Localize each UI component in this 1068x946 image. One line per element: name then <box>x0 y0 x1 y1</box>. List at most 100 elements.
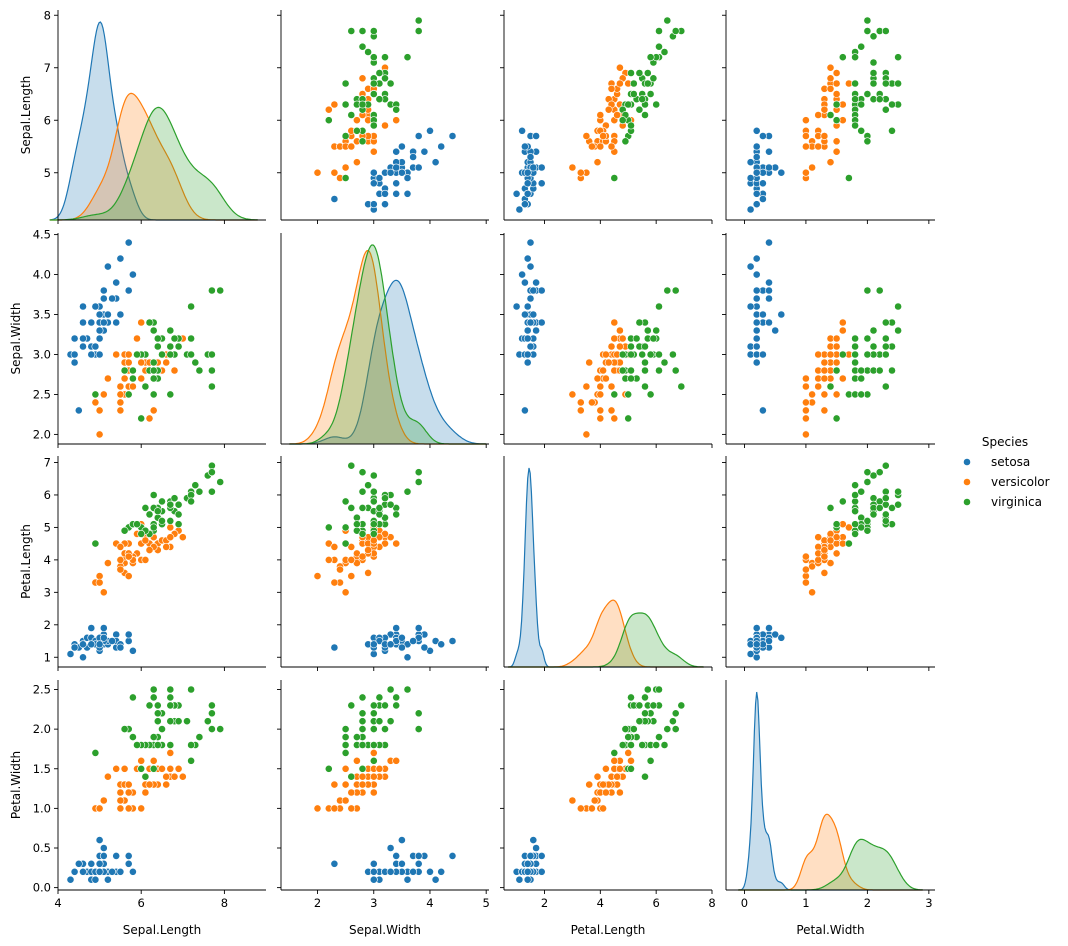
x-axis-title: Petal.Length <box>571 923 646 937</box>
point-setosa <box>95 859 104 868</box>
x-tick-label: 2 <box>541 896 548 910</box>
point-virginica <box>627 121 635 130</box>
point-setosa <box>70 350 79 359</box>
legend-marker-setosa <box>963 458 971 466</box>
point-versicolor <box>826 158 835 167</box>
point-setosa <box>746 262 755 271</box>
point-setosa <box>386 640 395 649</box>
y-tick-label: 6 <box>44 113 51 127</box>
point-virginica <box>635 717 644 726</box>
point-versicolor <box>133 334 141 343</box>
point-setosa <box>777 168 786 177</box>
point-setosa <box>99 286 108 295</box>
legend-label-setosa: setosa <box>991 455 1030 469</box>
point-setosa <box>746 205 755 214</box>
point-virginica <box>621 725 630 733</box>
point-virginica <box>832 100 841 109</box>
point-versicolor <box>618 334 627 343</box>
point-setosa <box>79 653 87 662</box>
point-setosa <box>381 200 389 209</box>
point-setosa <box>523 189 532 198</box>
point-virginica <box>369 121 378 130</box>
point-versicolor <box>112 764 121 773</box>
point-setosa <box>91 342 100 351</box>
point-virginica <box>869 69 878 77</box>
point-setosa <box>330 859 339 868</box>
point-setosa <box>381 189 389 198</box>
point-virginica <box>646 756 655 765</box>
point-virginica <box>392 693 401 702</box>
point-versicolor <box>381 121 389 130</box>
point-versicolor <box>341 163 350 172</box>
point-virginica <box>618 350 627 359</box>
point-versicolor <box>832 334 841 343</box>
point-setosa <box>777 633 786 642</box>
point-virginica <box>358 100 367 109</box>
point-virginica <box>627 366 635 375</box>
point-virginica <box>638 741 647 749</box>
point-virginica <box>851 53 859 62</box>
point-versicolor <box>116 788 125 797</box>
point-setosa <box>403 875 412 884</box>
point-versicolor <box>596 142 605 151</box>
point-versicolor <box>91 398 100 407</box>
point-virginica <box>369 756 378 765</box>
point-setosa <box>95 350 104 359</box>
point-virginica <box>875 366 884 375</box>
point-virginica <box>669 350 677 359</box>
point-virginica <box>375 510 384 519</box>
point-setosa <box>70 358 79 367</box>
point-virginica <box>120 526 129 535</box>
point-virginica <box>141 382 150 391</box>
x-tick-label: 8 <box>708 896 715 910</box>
point-setosa <box>765 163 773 172</box>
point-versicolor <box>610 318 619 327</box>
point-setosa <box>759 350 767 359</box>
point-virginica <box>875 95 884 104</box>
point-versicolor <box>347 804 356 813</box>
point-virginica <box>863 350 872 359</box>
point-virginica <box>875 503 884 512</box>
y-tick-label: 2.5 <box>33 683 51 697</box>
point-setosa <box>521 278 529 287</box>
point-virginica <box>369 530 378 538</box>
point-setosa <box>759 310 767 319</box>
point-virginica <box>627 374 635 383</box>
point-setosa <box>116 254 125 263</box>
point-setosa <box>66 650 75 658</box>
point-versicolor <box>820 546 829 554</box>
point-versicolor <box>141 556 150 564</box>
point-versicolor <box>352 116 361 125</box>
x-tick-label: 2 <box>314 896 321 910</box>
panel-sepal-length-vs-petal-width <box>722 10 935 224</box>
point-virginica <box>364 48 372 56</box>
point-virginica <box>414 478 423 486</box>
point-setosa <box>752 653 761 662</box>
point-virginica <box>375 503 384 512</box>
y-tick-label: 5 <box>44 520 51 534</box>
point-virginica <box>369 725 378 733</box>
point-setosa <box>752 270 761 279</box>
y-tick-label: 2.5 <box>33 387 51 401</box>
point-setosa <box>537 852 546 860</box>
point-virginica <box>187 302 195 311</box>
x-tick-label: 4 <box>426 896 433 910</box>
point-virginica <box>875 286 884 295</box>
point-virginica <box>641 366 649 375</box>
point-virginica <box>643 69 652 77</box>
point-versicolor <box>324 105 333 114</box>
point-virginica <box>149 358 158 367</box>
point-versicolor <box>137 374 146 383</box>
point-setosa <box>79 867 87 876</box>
point-versicolor <box>832 549 841 558</box>
point-virginica <box>207 725 216 733</box>
point-virginica <box>677 701 686 710</box>
point-virginica <box>632 334 641 343</box>
point-virginica <box>649 701 658 710</box>
point-setosa <box>532 326 540 335</box>
point-setosa <box>448 637 457 645</box>
point-versicolor <box>141 788 150 797</box>
point-setosa <box>765 294 773 303</box>
y-axis-title: Sepal.Width <box>9 303 23 375</box>
point-setosa <box>420 147 429 156</box>
